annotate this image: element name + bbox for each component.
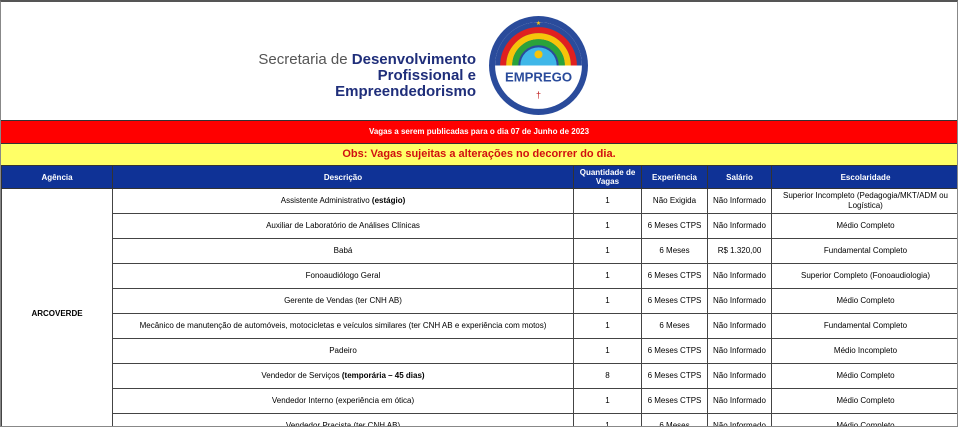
salary-cell: Não Informado <box>707 413 772 426</box>
table-row: Vendedor Pracista (ter CNH AB) 1 6 Meses… <box>2 413 957 427</box>
secretaria-line2: Profissional e Empreendedorismo <box>335 67 476 100</box>
agency-cell: ARCOVERDE <box>1 188 113 426</box>
table-row: ARCOVERDE Assistente Administrativo (está… <box>1 188 957 426</box>
salary-cell: Não Informado <box>707 363 772 389</box>
salary-cell: R$ 1.320,00 <box>707 238 772 264</box>
quantity-cell: 1 <box>573 288 642 314</box>
quantity-cell: 1 <box>573 213 642 239</box>
table-row: Vendedor Interno (experiência em ótica) … <box>2 388 957 414</box>
description-text: Assistente Administrativo <box>280 196 372 205</box>
description-cell: Gerente de Vendas (ter CNH AB) <box>112 288 574 314</box>
jobs-table: Agência Descrição Quantidade de Vagas Ex… <box>1 165 957 427</box>
svg-text:EMPREGO: EMPREGO <box>505 70 572 85</box>
education-cell: Médio Completo <box>771 363 957 389</box>
table-row: Fonoaudiólogo Geral 1 6 Meses CTPS Não I… <box>2 263 957 289</box>
experience-cell: 6 Meses <box>641 238 708 264</box>
education-cell: Médio Completo <box>771 288 957 314</box>
description-cell: Vendedor Interno (experiência em ótica) <box>112 388 574 414</box>
quantity-cell: 1 <box>573 238 642 264</box>
salary-cell: Não Informado <box>707 288 772 314</box>
quantity-cell: 1 <box>573 388 642 414</box>
description-bold: (temporária – 45 dias) <box>341 371 425 380</box>
experience-cell: 6 Meses CTPS <box>641 338 708 364</box>
salary-cell: Não Informado <box>707 188 772 214</box>
table-row: Vendedor de Serviços (temporária – 45 di… <box>2 363 957 389</box>
education-cell: Superior Incompleto (Pedagogia/MKT/ADM o… <box>771 188 957 214</box>
description-text: Babá <box>333 246 353 255</box>
quantity-cell: 1 <box>573 413 642 426</box>
col-experiencia: Experiência <box>641 165 708 189</box>
header: Secretaria de Desenvolvimento Profission… <box>1 2 957 120</box>
description-text: Vendedor Interno (experiência em ótica) <box>271 396 415 405</box>
description-cell: Assistente Administrativo (estágio) <box>112 188 574 214</box>
education-cell: Fundamental Completo <box>771 238 957 264</box>
description-text: Vendedor de Serviços <box>261 371 342 380</box>
secretaria-bold: Desenvolvimento <box>351 51 476 68</box>
experience-cell: 6 Meses CTPS <box>641 213 708 239</box>
description-text: Gerente de Vendas (ter CNH AB) <box>284 296 402 305</box>
salary-cell: Não Informado <box>707 213 772 239</box>
publication-date-banner: Vagas a serem publicadas para o dia 07 d… <box>1 120 957 143</box>
salary-cell: Não Informado <box>707 338 772 364</box>
svg-text:†: † <box>536 90 541 100</box>
description-cell: Mecânico de manutenção de automóveis, mo… <box>112 313 574 339</box>
experience-cell: 6 Meses <box>641 313 708 339</box>
description-bold: (estágio) <box>371 196 406 205</box>
secretaria-prefix: Secretaria de <box>258 51 352 68</box>
description-cell: Auxiliar de Laboratório de Análises Clín… <box>112 213 574 239</box>
education-cell: Superior Completo (Fonoaudiologia) <box>771 263 957 289</box>
table-row: Mecânico de manutenção de automóveis, mo… <box>2 313 957 339</box>
description-cell: Vendedor de Serviços (temporária – 45 di… <box>112 363 574 389</box>
table-header-row: Agência Descrição Quantidade de Vagas Ex… <box>1 165 957 189</box>
table-row: Padeiro 1 6 Meses CTPS Não Informado Méd… <box>2 338 957 364</box>
col-agencia: Agência <box>1 165 113 189</box>
col-descricao: Descrição <box>112 165 574 189</box>
experience-cell: 6 Meses CTPS <box>641 288 708 314</box>
col-quantidade: Quantidade de Vagas <box>573 165 642 189</box>
table-row: Auxiliar de Laboratório de Análises Clín… <box>2 213 957 239</box>
experience-cell: 6 Meses <box>641 413 708 426</box>
col-escolaridade: Escolaridade <box>771 165 957 189</box>
description-text: Mecânico de manutenção de automóveis, mo… <box>139 321 547 330</box>
education-cell: Médio Incompleto <box>771 338 957 364</box>
salary-cell: Não Informado <box>707 263 772 289</box>
quantity-cell: 8 <box>573 363 642 389</box>
experience-cell: 6 Meses CTPS <box>641 263 708 289</box>
quantity-cell: 1 <box>573 313 642 339</box>
svg-text:★: ★ <box>536 20 541 27</box>
description-text: Vendedor Pracista (ter CNH AB) <box>285 421 401 427</box>
quantity-cell: 1 <box>573 188 642 214</box>
quantity-cell: 1 <box>573 263 642 289</box>
education-cell: Médio Completo <box>771 388 957 414</box>
description-text: Padeiro <box>329 346 357 355</box>
description-text: Auxiliar de Laboratório de Análises Clín… <box>266 221 420 230</box>
col-salario: Salário <box>707 165 772 189</box>
experience-cell: 6 Meses CTPS <box>641 388 708 414</box>
description-cell: Padeiro <box>112 338 574 364</box>
secretaria-title: Secretaria de Desenvolvimento Profission… <box>249 52 476 100</box>
description-cell: Fonoaudiólogo Geral <box>112 263 574 289</box>
education-cell: Fundamental Completo <box>771 313 957 339</box>
observation-banner: Obs: Vagas sujeitas a alterações no deco… <box>1 143 957 166</box>
table-row: Gerente de Vendas (ter CNH AB) 1 6 Meses… <box>2 288 957 314</box>
experience-cell: 6 Meses CTPS <box>641 363 708 389</box>
description-cell: Babá <box>112 238 574 264</box>
emprego-logo: ★ EMPREGO † <box>489 16 588 115</box>
education-cell: Médio Completo <box>771 213 957 239</box>
table-row: Babá 1 6 Meses R$ 1.320,00 Fundamental C… <box>2 238 957 264</box>
education-cell: Médio Completo <box>771 413 957 426</box>
experience-cell: Não Exigida <box>641 188 708 214</box>
description-cell: Vendedor Pracista (ter CNH AB) <box>112 413 574 427</box>
salary-cell: Não Informado <box>707 313 772 339</box>
description-text: Fonoaudiólogo Geral <box>305 271 381 280</box>
salary-cell: Não Informado <box>707 388 772 414</box>
quantity-cell: 1 <box>573 338 642 364</box>
